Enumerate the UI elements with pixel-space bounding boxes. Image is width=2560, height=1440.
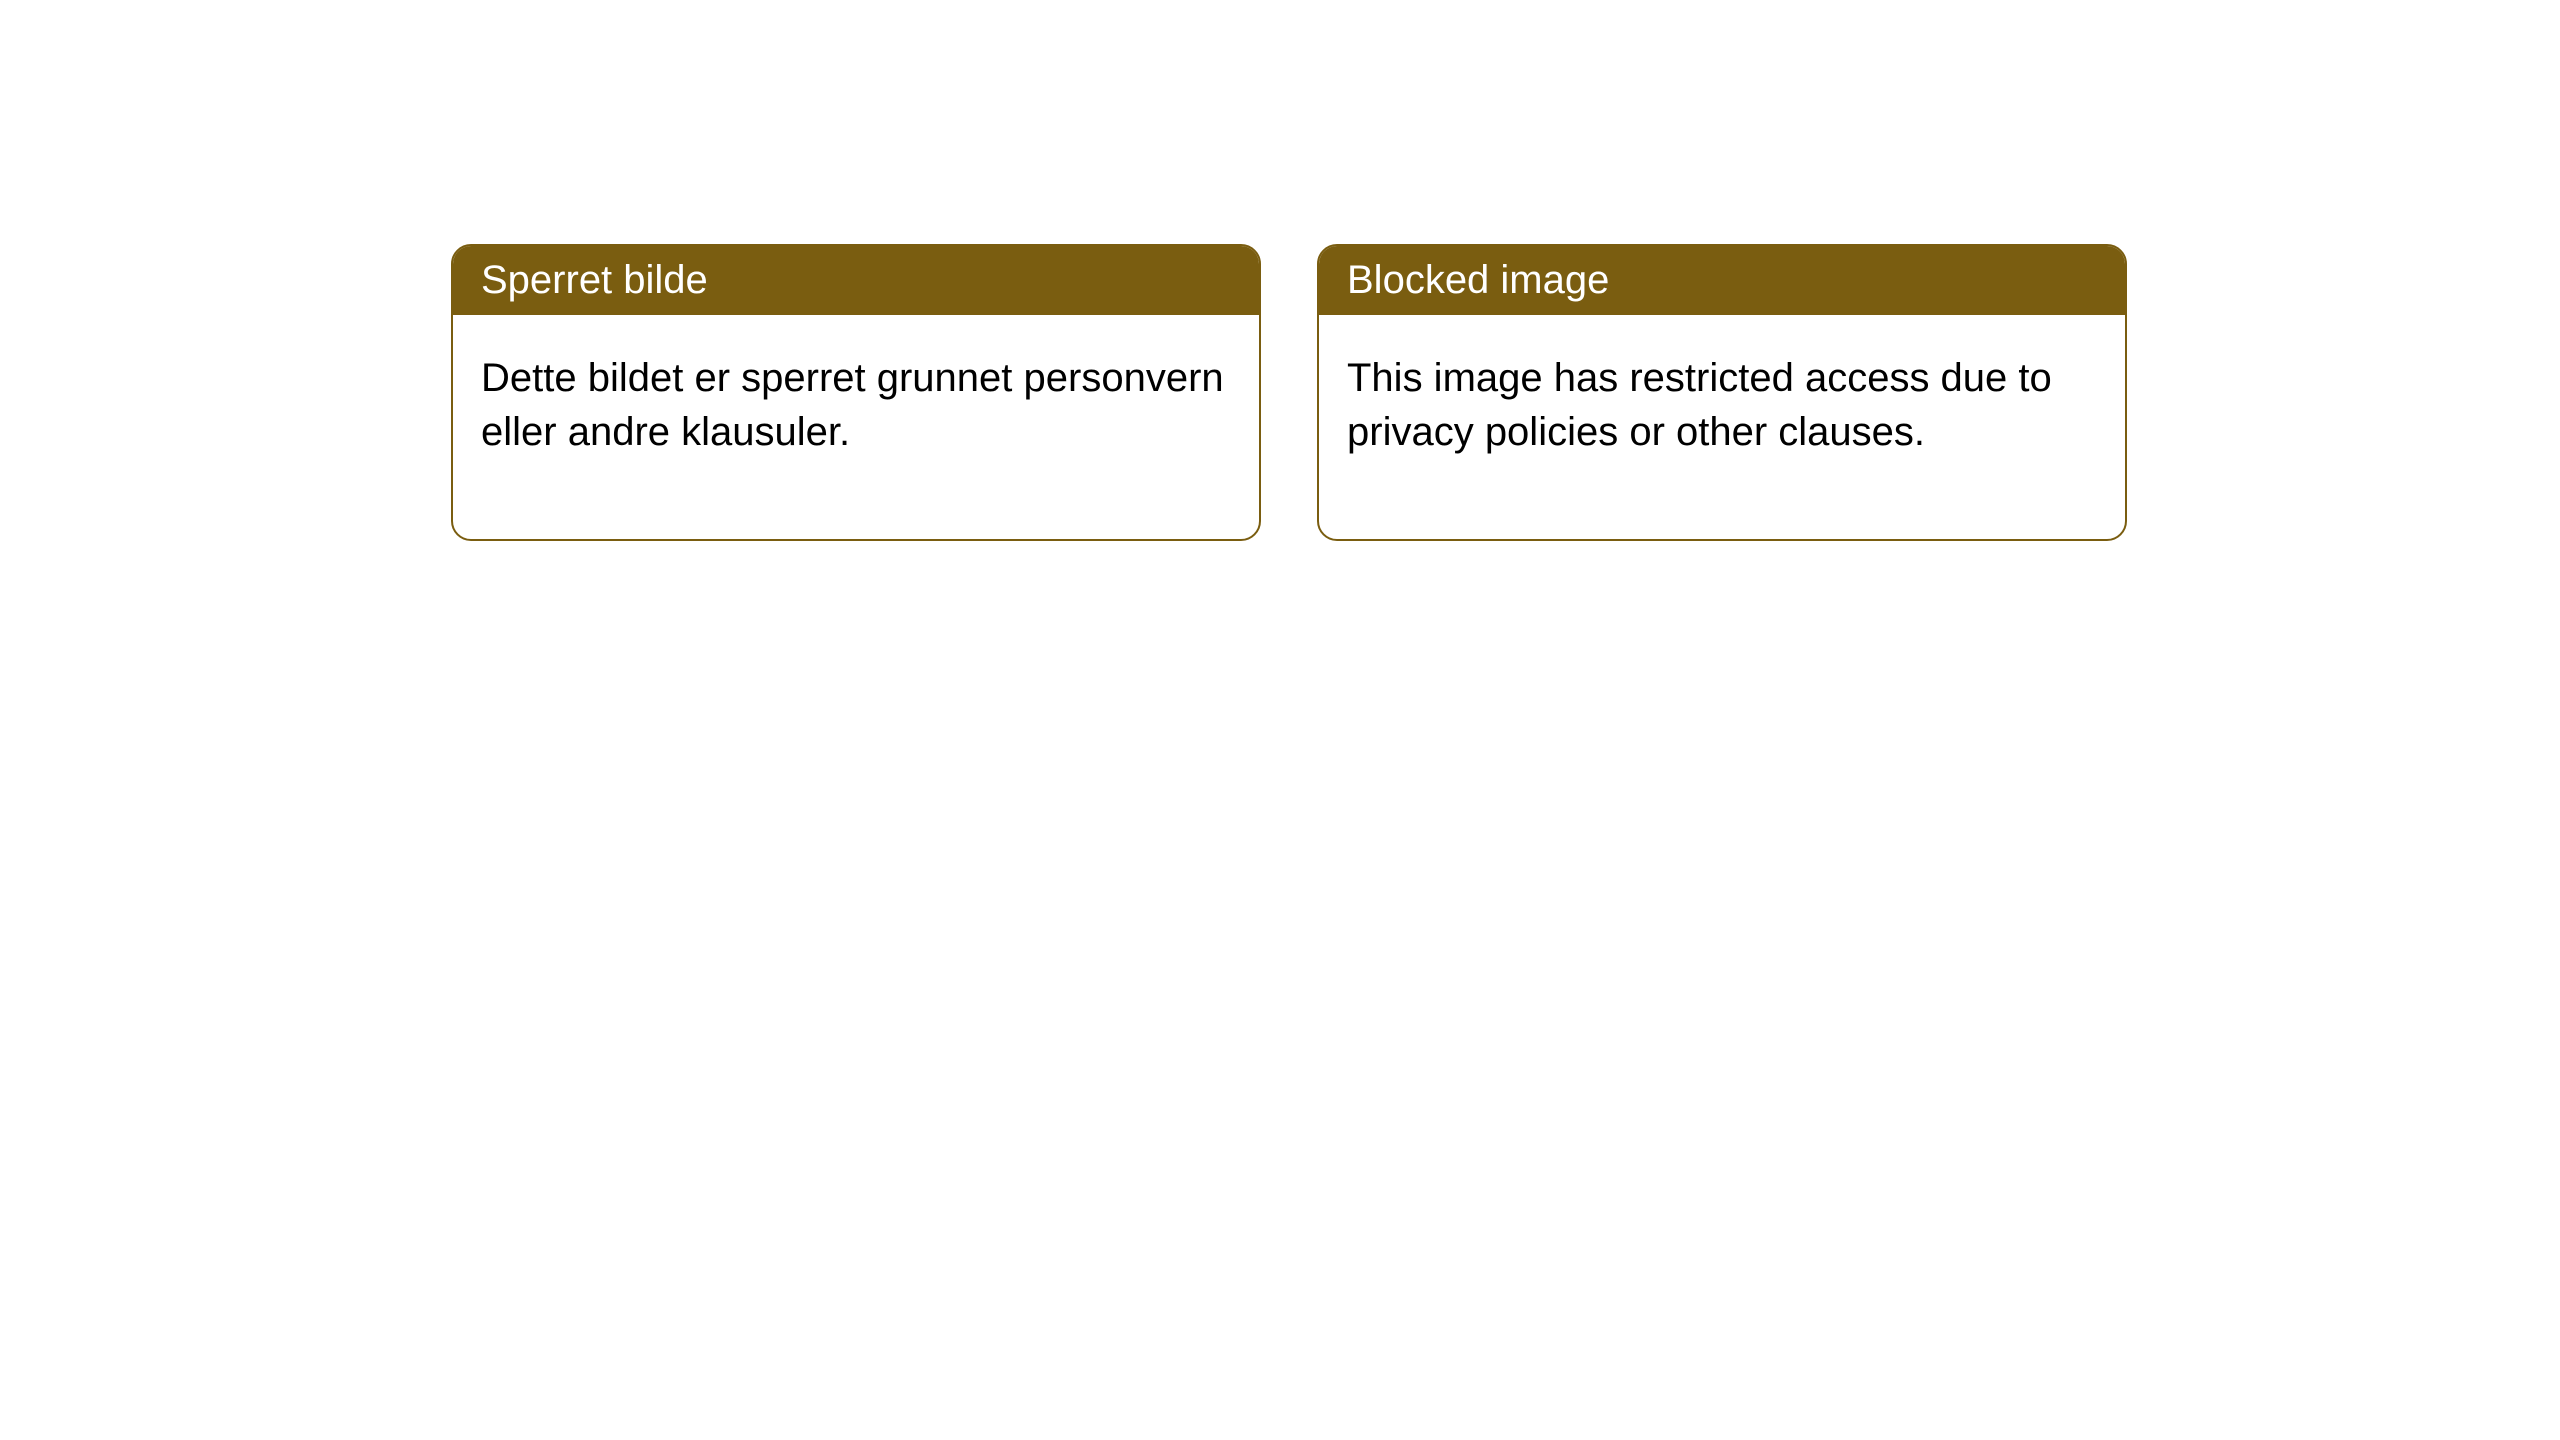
blocked-image-card-en: Blocked image This image has restricted …: [1317, 244, 2127, 541]
blocked-image-card-no: Sperret bilde Dette bildet er sperret gr…: [451, 244, 1261, 541]
card-body: Dette bildet er sperret grunnet personve…: [453, 315, 1259, 539]
card-title: Blocked image: [1319, 246, 2125, 315]
card-title: Sperret bilde: [453, 246, 1259, 315]
cards-row: Sperret bilde Dette bildet er sperret gr…: [451, 244, 2127, 541]
card-body: This image has restricted access due to …: [1319, 315, 2125, 539]
